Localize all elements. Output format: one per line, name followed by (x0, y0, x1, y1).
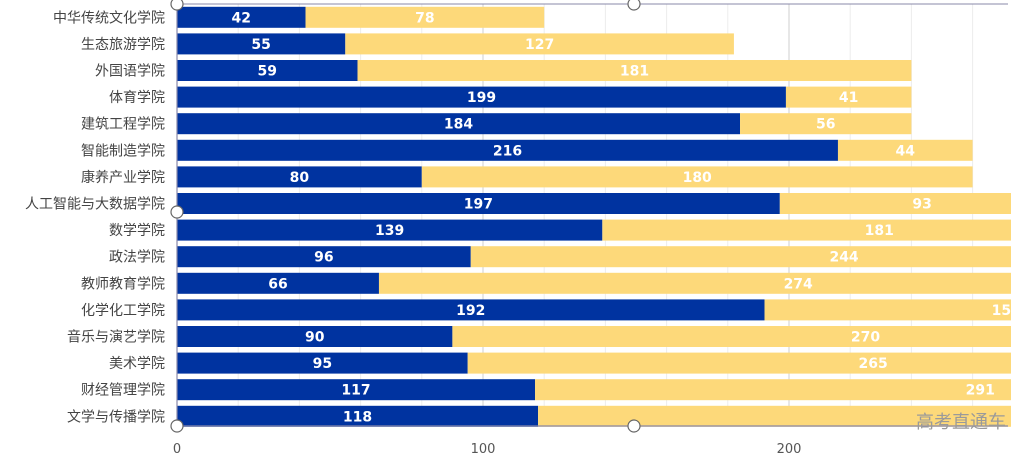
data-label: 184 (444, 117, 473, 133)
bar-yellow (467, 352, 1011, 374)
category-label: 化学化工学院 (81, 303, 165, 319)
bar-yellow (421, 166, 973, 188)
bar-yellow (470, 246, 1011, 268)
data-label: 127 (525, 37, 554, 53)
category-label: 教师教育学院 (81, 276, 165, 292)
category-label: 人工智能与大数据学院 (25, 197, 165, 213)
bar-blue (177, 272, 379, 294)
bar-yellow (357, 60, 912, 81)
data-label: 55 (251, 37, 270, 53)
selection-handle (170, 205, 184, 219)
x-tick-label: 100 (471, 442, 496, 457)
bar-blue (177, 6, 306, 28)
data-label: 180 (683, 170, 712, 186)
bar-blue (177, 379, 536, 401)
x-tick-label: 0 (173, 442, 181, 457)
bar-yellow (305, 6, 545, 28)
data-label: 270 (851, 330, 880, 346)
data-label: 216 (493, 143, 522, 159)
selection-handle (170, 0, 184, 11)
category-label: 外国语学院 (95, 64, 165, 80)
bar-blue (177, 139, 838, 161)
data-label: 158 (992, 303, 1011, 319)
category-label: 体育学院 (109, 90, 165, 106)
category-label: 中华传统文化学院 (53, 10, 165, 26)
bar-blue (177, 86, 786, 108)
category-label: 音乐与演艺学院 (67, 329, 165, 346)
data-label: 66 (268, 276, 287, 292)
data-label: 56 (816, 117, 835, 133)
bar-yellow (602, 219, 1011, 241)
bar-blue (177, 193, 780, 214)
bar-yellow (345, 33, 734, 55)
bars (177, 6, 1011, 427)
data-label: 95 (313, 356, 332, 372)
axes: 0100200300400500 (170, 0, 1008, 457)
bar-blue (177, 299, 765, 321)
bar-blue (177, 405, 539, 427)
data-label: 197 (464, 197, 493, 213)
category-label: 康养产业学院 (81, 169, 165, 186)
data-label: 78 (415, 10, 434, 26)
data-label: 118 (343, 409, 372, 425)
data-label: 80 (290, 170, 310, 186)
category-label: 智能制造学院 (81, 143, 165, 159)
category-label: 政法学院 (109, 250, 165, 266)
selection-handle (627, 419, 641, 433)
bar-blue (177, 113, 741, 135)
selection-handle (170, 419, 184, 433)
category-label: 文学与传播学院 (67, 409, 165, 425)
data-label: 96 (314, 250, 333, 266)
bar-blue (177, 246, 471, 268)
data-label: 59 (258, 64, 277, 80)
bar-blue (177, 60, 358, 81)
bar-yellow (785, 86, 912, 108)
data-label: 181 (620, 64, 649, 80)
data-label: 117 (341, 383, 370, 399)
data-label: 42 (232, 10, 251, 26)
data-label: 93 (912, 197, 931, 213)
category-label: 生态旅游学院 (81, 37, 165, 53)
data-label: 44 (896, 143, 916, 159)
category-label: 美术学院 (109, 356, 165, 372)
data-label: 244 (829, 250, 858, 266)
data-label: 181 (865, 223, 894, 239)
bar-yellow (535, 379, 1011, 401)
category-label: 数学学院 (109, 223, 165, 239)
category-labels: 中华传统文化学院生态旅游学院外国语学院体育学院建筑工程学院智能制造学院康养产业学… (25, 10, 165, 425)
data-label: 139 (375, 223, 404, 239)
data-label: 41 (839, 90, 858, 106)
bar-blue (177, 33, 346, 55)
bar-blue (177, 166, 422, 188)
data-label: 90 (305, 330, 325, 346)
bar-yellow (378, 272, 1011, 294)
bar-yellow (538, 405, 1011, 427)
data-label: 199 (467, 90, 496, 106)
bar-yellow (452, 326, 1011, 347)
data-label: 192 (456, 303, 485, 319)
bar-blue (177, 352, 468, 374)
value-labels: 42 78 55 127 59 181 199 41 184 56 216 44 80 180 197 93 1… (232, 10, 1011, 425)
bar-yellow (740, 113, 912, 135)
data-label: 274 (784, 276, 813, 292)
category-label: 建筑工程学院 (81, 117, 165, 133)
bar-yellow (764, 299, 1011, 321)
data-label: 291 (966, 383, 995, 399)
bar-blue (177, 326, 453, 347)
data-label: 265 (859, 356, 888, 372)
category-label: 财经管理学院 (81, 383, 165, 399)
bar-yellow (837, 139, 973, 161)
bar-blue (177, 219, 603, 241)
selection-handle (627, 0, 641, 11)
x-tick-label: 200 (777, 442, 802, 457)
bar-yellow (779, 193, 1011, 214)
watermark: 高考直通车 (916, 412, 1006, 433)
